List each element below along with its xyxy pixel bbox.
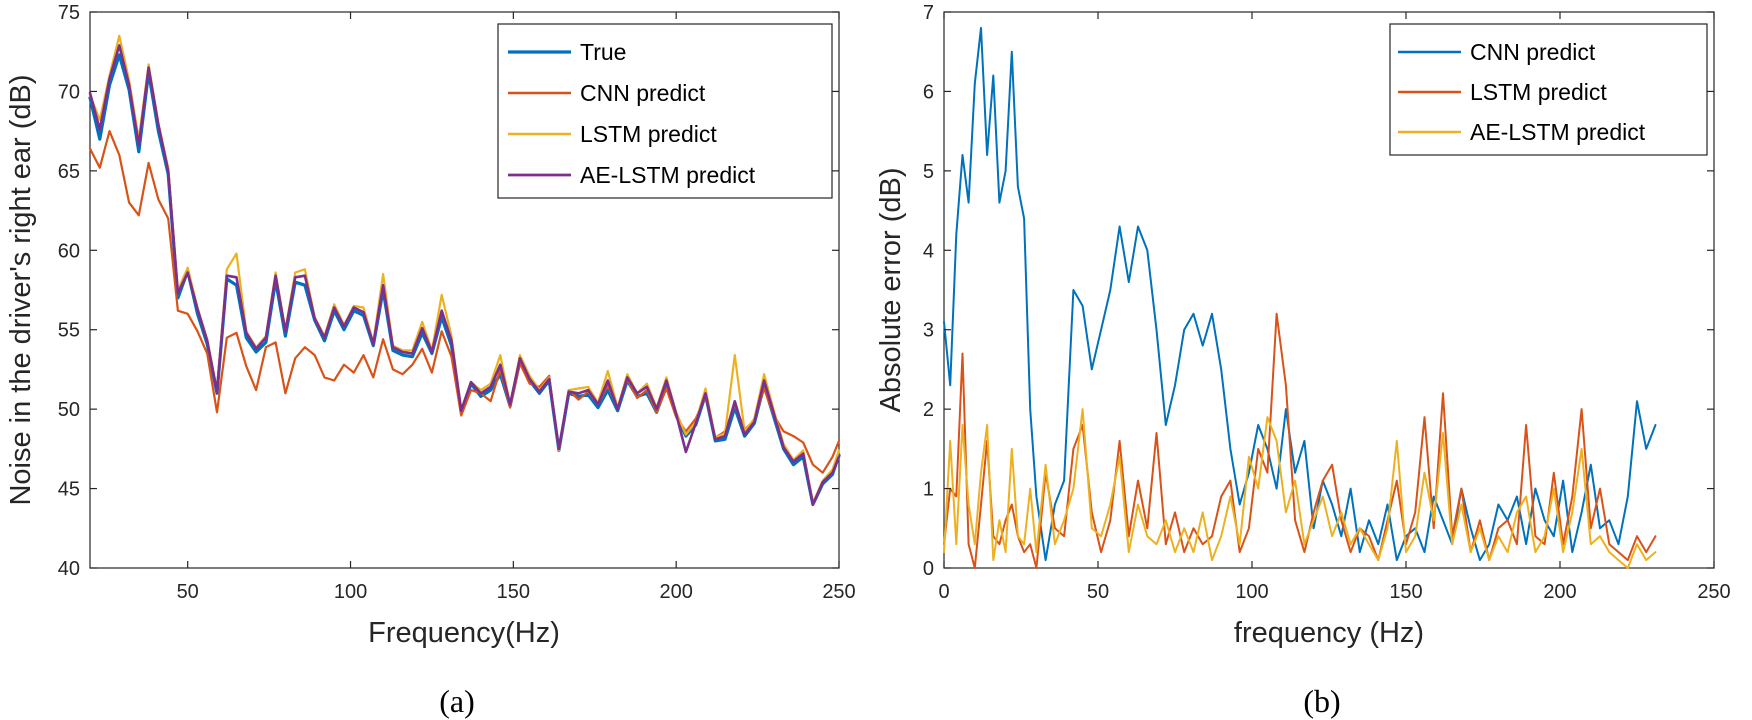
panel-a-y-tick-label: 70 [58,81,80,103]
panel-b-line-lstm-predict [943,312,1657,569]
panel-b-x-tick-label: 50 [1087,581,1109,603]
panel-b-y-axis-label: Absolute error (dB) [875,168,907,413]
panel-b-caption: (b) [1303,683,1340,719]
panel-b-x-tick-label: 100 [1235,581,1268,603]
panel-a-x-tick-label: 150 [497,581,530,603]
panel-a-y-tick-label: 45 [58,479,80,501]
panel-b-y-tick-label: 3 [923,320,934,342]
panel-a-x-tick-label: 100 [334,581,367,603]
panel-a-legend: True CNN predict LSTM predict AE-LSTM pr… [497,23,833,199]
panel-a-series-lines [88,34,841,507]
legend-label-true: True [580,39,626,65]
panel-b-x-axis-label: frequency (Hz) [1234,617,1424,649]
panel-a-y-tick-label: 55 [58,320,80,342]
legend-label-cnn-b: CNN predict [1470,39,1596,65]
panel-b-legend: CNN predict LSTM predict AE-LSTM predict [1389,23,1708,156]
panel-b-y-tick-label: 1 [923,479,934,501]
panel-b-line-cnn-predict [943,26,1657,562]
panel-a-y-tick-label: 50 [58,399,80,421]
panel-a-x-tick-label: 250 [822,581,855,603]
panel-b-x-tick-label: 250 [1697,581,1730,603]
panel-a-x-axis-label: Frequency(Hz) [368,617,560,649]
panel-b-y-tick-label: 0 [923,558,934,580]
panel-b-y-tick-label: 6 [923,81,934,103]
panel-b-line-ae-lstm-predict [943,408,1657,569]
panel-b-x-tick-label: 0 [938,581,949,603]
legend-label-cnn: CNN predict [580,80,706,106]
panel-b-y-tick-label: 7 [923,2,934,24]
panel-a-y-tick-label: 60 [58,240,80,262]
panel-b-y-tick-label: 4 [923,240,934,262]
panel-b-x-tick-label: 150 [1389,581,1422,603]
legend-label-ae-lstm: AE-LSTM predict [580,162,756,188]
panel-a-x-tick-label: 200 [659,581,692,603]
panel-a-noise-chart: 50 100 150 200 250 40 45 50 55 60 65 70 75 Frequency… [5,2,856,719]
panel-a-line-ae-lstm-predict [88,44,841,506]
panel-a-axis-ticks: 50 100 150 200 250 40 45 50 55 60 65 70 75 [58,2,856,603]
panel-b-series-lines [943,26,1657,569]
panel-b-axis-ticks: 0 50 100 150 200 250 0 1 2 3 4 5 6 7 [923,2,1731,603]
panel-a-y-tick-label: 65 [58,161,80,183]
legend-label-lstm: LSTM predict [580,121,717,147]
legend-label-lstm-b: LSTM predict [1470,79,1607,105]
panel-a-y-axis-label: Noise in the driver's right ear (dB) [5,74,37,505]
panel-b-x-tick-label: 200 [1543,581,1576,603]
panel-b-y-tick-label: 2 [923,399,934,421]
panel-a-y-tick-label: 75 [58,2,80,24]
panel-a-caption: (a) [439,683,475,719]
panel-a-y-tick-label: 40 [58,558,80,580]
panel-a-x-tick-label: 50 [177,581,199,603]
legend-label-ae-lstm-b: AE-LSTM predict [1470,119,1646,145]
panel-b-y-tick-label: 5 [923,161,934,183]
panel-b-error-chart: 0 50 100 150 200 250 0 1 2 3 4 5 6 7 frequency (Hz) A… [875,2,1731,719]
